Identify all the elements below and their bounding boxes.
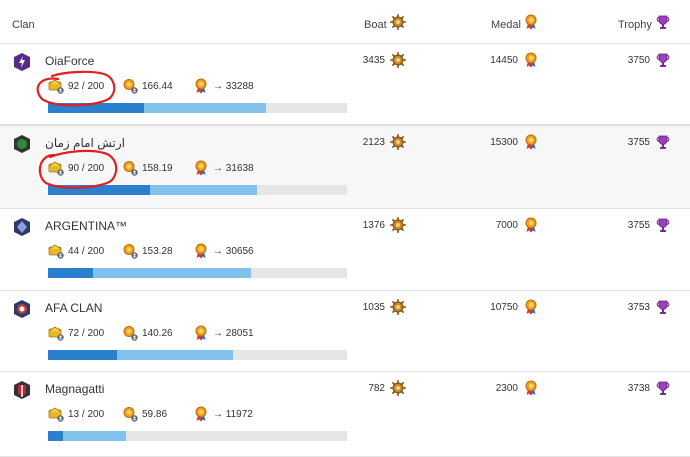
medal-value: 2300 — [495, 383, 518, 394]
projected-medals: → 31638 — [213, 163, 254, 174]
member-count: 44 / 200 — [68, 246, 105, 257]
progress-bar-projection — [143, 103, 267, 113]
medal-icon — [525, 52, 537, 68]
table-header: Clan Boat Medal Trophy — [0, 0, 690, 44]
members-icon — [48, 79, 64, 94]
trophy-icon — [656, 15, 670, 30]
column-header-clan[interactable]: Clan — [12, 19, 35, 31]
average-medals: 158.19 — [142, 163, 173, 174]
column-header-medal[interactable]: Medal — [491, 19, 521, 31]
progress-bar-fill — [48, 268, 93, 278]
trophy-icon — [656, 381, 670, 396]
boat-value: 2123 — [362, 137, 385, 148]
average-medals: 153.28 — [142, 246, 173, 257]
medal-value: 14450 — [490, 55, 518, 66]
projected-medals: → 30656 — [213, 246, 254, 257]
members-icon — [48, 161, 64, 176]
medal-icon — [525, 299, 537, 315]
medal-icon — [525, 380, 537, 396]
members-icon — [48, 407, 64, 422]
medal-icon — [195, 406, 207, 422]
medal-icon — [525, 14, 537, 30]
member-count: 92 / 200 — [68, 81, 105, 92]
average-medals: 166.44 — [142, 81, 173, 92]
medal-icon — [195, 78, 207, 94]
boat-icon — [390, 14, 406, 30]
member-count: 13 / 200 — [68, 409, 105, 420]
medal-icon — [525, 217, 537, 233]
members-icon — [48, 244, 64, 259]
trophy-value: 3738 — [627, 383, 650, 394]
column-header-boat[interactable]: Boat — [364, 19, 387, 31]
boat-value: 3435 — [362, 55, 385, 66]
projected-medals: → 28051 — [213, 328, 254, 339]
progress-bar-fill — [48, 431, 63, 441]
progress-bar — [48, 185, 347, 195]
progress-bar-projection — [92, 268, 252, 278]
average-medals: 140.26 — [142, 328, 173, 339]
trophy-value: 3755 — [627, 220, 650, 231]
medal-value: 15300 — [490, 137, 518, 148]
medal-value: 10750 — [490, 302, 518, 313]
average-medal-icon — [123, 161, 138, 176]
medal-value: 7000 — [495, 220, 518, 231]
clan-badge-icon — [14, 381, 30, 399]
boat-value: 1376 — [362, 220, 385, 231]
progress-bar-fill — [48, 185, 150, 195]
boat-value: 1035 — [362, 302, 385, 313]
trophy-value: 3750 — [627, 55, 650, 66]
clan-badge-icon — [14, 300, 30, 318]
trophy-icon — [656, 218, 670, 233]
trophy-value: 3753 — [627, 302, 650, 313]
boat-icon — [390, 299, 406, 315]
projected-medals: → 11972 — [213, 409, 253, 420]
clan-badge-icon — [14, 135, 30, 153]
column-header-trophy[interactable]: Trophy — [618, 19, 652, 31]
trophy-icon — [656, 53, 670, 68]
clan-name[interactable]: ارتش امام زمان — [45, 136, 125, 150]
members-icon — [48, 326, 64, 341]
progress-bar-projection — [116, 350, 234, 360]
progress-bar — [48, 103, 347, 113]
clan-badge-icon — [14, 53, 30, 71]
trophy-icon — [656, 135, 670, 150]
progress-bar-projection — [62, 431, 126, 441]
table-row[interactable]: ARGENTINA™ 44 / 200 153.28 → 30656 1376 7000 3… — [0, 209, 690, 291]
average-medal-icon — [123, 79, 138, 94]
medal-icon — [525, 134, 537, 150]
member-count: 90 / 200 — [68, 163, 105, 174]
medal-icon — [195, 160, 207, 176]
average-medal-icon — [123, 407, 138, 422]
average-medal-icon — [123, 244, 138, 259]
progress-bar-projection — [149, 185, 258, 195]
medal-icon — [195, 243, 207, 259]
boat-icon — [390, 380, 406, 396]
progress-bar-fill — [48, 350, 117, 360]
clan-badge-icon — [14, 218, 30, 236]
table-row[interactable]: Magnagatti 13 / 200 59.86 → 11972 782 2300 373… — [0, 372, 690, 457]
average-medal-icon — [123, 326, 138, 341]
progress-bar-fill — [48, 103, 144, 113]
trophy-value: 3755 — [627, 137, 650, 148]
table-row[interactable]: OiaForce 92 / 200 166.44 → 33288 3435 14450 37… — [0, 44, 690, 125]
clan-name[interactable]: AFA CLAN — [45, 301, 103, 315]
boat-icon — [390, 52, 406, 68]
table-row[interactable]: ارتش امام زمان 90 / 200 158.19 → 31638 2123 1… — [0, 125, 690, 209]
projected-medals: → 33288 — [213, 81, 254, 92]
boat-icon — [390, 217, 406, 233]
progress-bar — [48, 350, 347, 360]
clan-name[interactable]: ARGENTINA™ — [45, 219, 128, 233]
average-medals: 59.86 — [142, 409, 168, 420]
member-count: 72 / 200 — [68, 328, 105, 339]
progress-bar — [48, 268, 347, 278]
medal-icon — [195, 325, 207, 341]
table-row[interactable]: AFA CLAN 72 / 200 140.26 → 28051 1035 10750 37… — [0, 291, 690, 372]
clan-name[interactable]: Magnagatti — [45, 382, 105, 396]
clan-name[interactable]: OiaForce — [45, 54, 95, 68]
boat-icon — [390, 134, 406, 150]
progress-bar — [48, 431, 347, 441]
trophy-icon — [656, 300, 670, 315]
boat-value: 782 — [368, 383, 385, 394]
